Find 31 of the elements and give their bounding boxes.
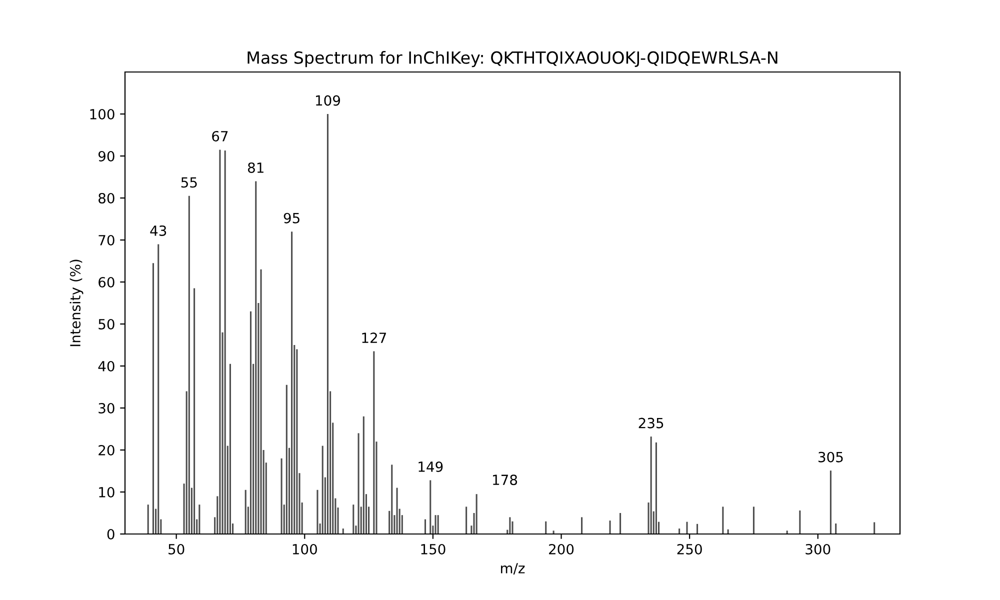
annotation: 149 [418,461,443,472]
y-tick-label: 10 [99,486,114,498]
annotation: 67 [212,130,228,142]
y-tick-label: 40 [98,360,114,372]
y-tick-label: 50 [98,318,114,330]
y-axis-title: Intensity (%) [70,260,84,346]
y-tick-label: 30 [98,402,114,414]
annotation: 127 [362,332,386,343]
annotation: 55 [181,177,197,188]
y-tick-label: 100 [90,108,114,120]
x-tick-label: 200 [549,544,574,554]
x-tick-label: 150 [421,544,446,554]
annotation: 95 [284,212,300,224]
annotation: 43 [150,225,166,236]
x-tick-label: 100 [292,544,317,554]
chart-title: Mass Spectrum for InChIKey: QKTHTQIXAOUOKJ-QIDQEWRLSA-N [248,51,778,68]
annotation: 109 [316,95,340,106]
y-tick-label: 80 [98,192,114,204]
annotation: 305 [818,452,843,462]
x-tick-label: 50 [168,544,184,554]
x-axis-title: m/z [501,563,525,575]
y-tick-label: 70 [98,234,114,246]
y-tick-label: 20 [98,444,114,456]
annotation: 81 [248,162,264,173]
y-tick-label: 60 [98,276,114,288]
x-tick-label: 300 [806,544,830,554]
y-tick-label: 90 [98,150,114,162]
y-tick-label: 0 [107,528,114,540]
annotation: 178 [493,474,518,486]
x-tick-label: 250 [677,544,702,554]
annotation: 235 [638,418,664,428]
